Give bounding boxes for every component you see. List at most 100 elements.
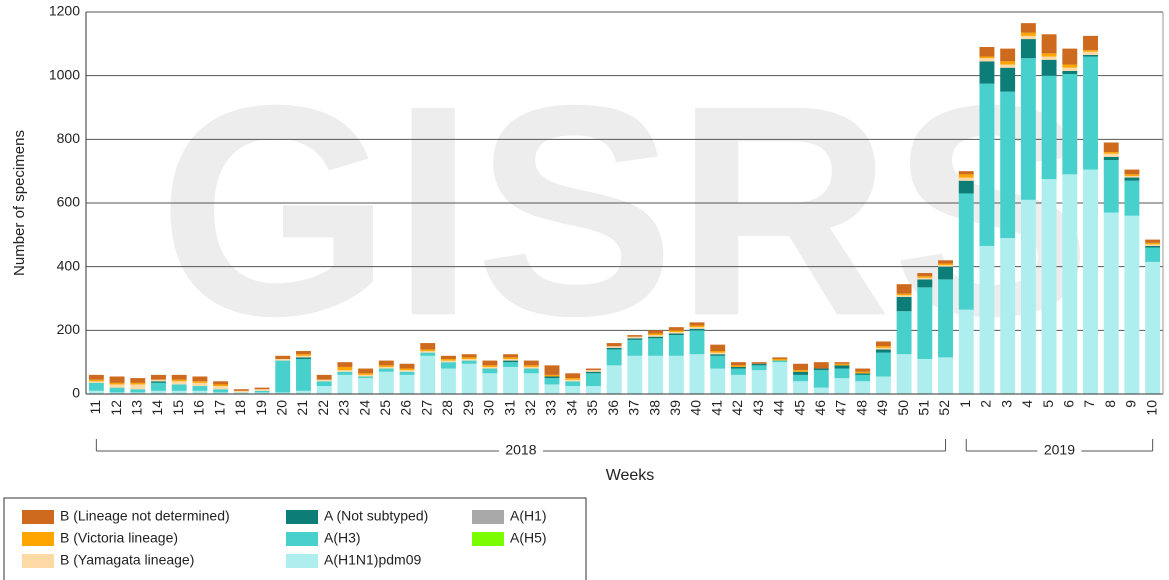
bar-segment bbox=[296, 351, 311, 355]
bar-segment bbox=[523, 360, 539, 366]
x-tick-label: 41 bbox=[708, 400, 724, 416]
bar-segment bbox=[130, 384, 146, 390]
bar-segment bbox=[1145, 242, 1161, 245]
bar-segment bbox=[979, 47, 995, 57]
bar-segment bbox=[254, 392, 270, 394]
x-tick-label: 29 bbox=[460, 400, 476, 416]
bar-segment bbox=[316, 374, 332, 380]
bar-segment bbox=[793, 363, 809, 371]
bar-segment bbox=[627, 339, 643, 356]
bar-segment bbox=[213, 384, 229, 387]
bar-segment bbox=[544, 384, 560, 394]
bar-segment bbox=[606, 365, 622, 394]
bar-segment bbox=[296, 355, 311, 358]
bar-segment bbox=[337, 370, 353, 372]
bar-segment bbox=[751, 362, 767, 364]
bar-segment bbox=[420, 355, 436, 394]
bar-segment bbox=[1083, 35, 1098, 51]
bar-segment bbox=[171, 390, 187, 394]
bar-segment bbox=[730, 362, 746, 366]
bar-segment bbox=[565, 379, 581, 382]
bar-segment bbox=[917, 287, 933, 359]
bar-segment bbox=[1041, 75, 1057, 180]
bar-segment bbox=[751, 363, 767, 366]
bar-segment bbox=[1020, 32, 1036, 36]
bar-segment bbox=[482, 368, 498, 374]
bar-segment bbox=[130, 378, 146, 383]
bar-segment bbox=[399, 368, 415, 371]
x-tick-label: 27 bbox=[418, 400, 434, 416]
bar-segment bbox=[710, 354, 726, 356]
bar-segment bbox=[399, 374, 415, 394]
bar-segment bbox=[296, 390, 311, 394]
bar-segment bbox=[689, 325, 705, 328]
x-tick-label: 42 bbox=[729, 400, 745, 416]
group-label: 2019 bbox=[1044, 442, 1075, 458]
bar-segment bbox=[855, 374, 871, 382]
bar-segment bbox=[130, 392, 146, 394]
bar-segment bbox=[710, 368, 726, 394]
bar-segment bbox=[1000, 61, 1016, 65]
bar-segment bbox=[648, 335, 664, 337]
x-tick-label: 12 bbox=[108, 400, 124, 416]
bar-segment bbox=[958, 174, 974, 178]
bar-segment bbox=[938, 279, 953, 358]
bar-segment bbox=[896, 296, 912, 312]
bar-segment bbox=[337, 371, 353, 375]
bar-segment bbox=[130, 382, 146, 385]
bar-segment bbox=[875, 347, 891, 350]
bar-segment bbox=[358, 374, 374, 377]
bar-segment bbox=[958, 171, 974, 175]
bar-segment bbox=[1124, 174, 1140, 176]
bar-segment bbox=[88, 390, 104, 394]
bar-segment bbox=[689, 354, 705, 394]
x-tick-label: 48 bbox=[853, 400, 869, 416]
bar-segment bbox=[1103, 156, 1119, 161]
bar-segment bbox=[1124, 175, 1140, 178]
x-tick-label: 38 bbox=[646, 400, 662, 416]
bar-segment bbox=[296, 354, 311, 356]
bar-segment bbox=[1041, 59, 1057, 76]
legend-swatch bbox=[22, 554, 54, 568]
bar-segment bbox=[896, 284, 912, 294]
bar-segment bbox=[1041, 53, 1057, 57]
x-tick-label: 19 bbox=[253, 400, 269, 416]
bar-segment bbox=[461, 354, 477, 358]
bar-segment bbox=[793, 370, 809, 372]
x-tick-label: 31 bbox=[501, 400, 517, 416]
bar-segment bbox=[1145, 261, 1161, 394]
bar-segment bbox=[1020, 199, 1036, 394]
bar-segment bbox=[1020, 39, 1036, 59]
bar-segment bbox=[1020, 58, 1036, 200]
bar-segment bbox=[793, 381, 809, 394]
bar-segment bbox=[461, 360, 477, 364]
bar-segment bbox=[88, 382, 104, 391]
bar-segment bbox=[192, 386, 208, 391]
y-tick-label: 200 bbox=[57, 321, 81, 337]
x-tick-label: 47 bbox=[833, 400, 849, 416]
bar-segment bbox=[648, 336, 664, 339]
legend-swatch bbox=[22, 532, 54, 546]
bar-segment bbox=[1062, 64, 1078, 68]
x-tick-label: 7 bbox=[1081, 400, 1097, 408]
bar-segment bbox=[1145, 244, 1161, 246]
x-tick-label: 37 bbox=[626, 400, 642, 416]
bar-segment bbox=[979, 56, 995, 59]
y-tick-label: 600 bbox=[57, 194, 81, 210]
bar-segment bbox=[399, 371, 415, 375]
bar-segment bbox=[275, 355, 291, 359]
bar-segment bbox=[213, 389, 229, 393]
bar-segment bbox=[1000, 64, 1016, 68]
bar-segment bbox=[875, 346, 891, 348]
bar-segment bbox=[523, 373, 539, 394]
bar-segment bbox=[896, 293, 912, 296]
bar-segment bbox=[689, 330, 705, 355]
bar-segment bbox=[337, 366, 353, 371]
watermark: GISRS bbox=[158, 42, 1092, 378]
x-tick-label: 45 bbox=[791, 400, 807, 416]
x-tick-label: 28 bbox=[439, 400, 455, 416]
x-tick-label: 50 bbox=[895, 400, 911, 416]
x-tick-label: 23 bbox=[336, 400, 352, 416]
bar-segment bbox=[399, 370, 415, 372]
